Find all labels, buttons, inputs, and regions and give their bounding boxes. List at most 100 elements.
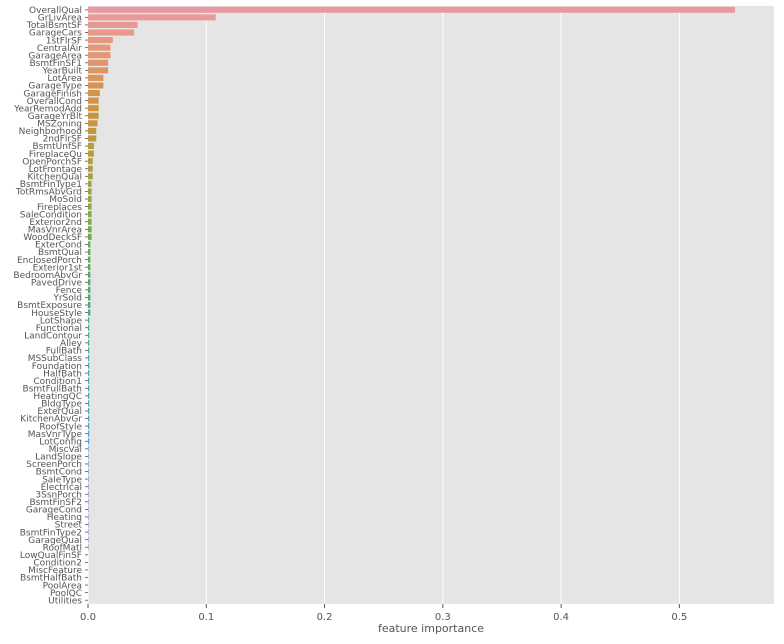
bar: [88, 423, 90, 430]
y-tick-label: Foundation: [32, 362, 82, 372]
bar: [88, 165, 93, 172]
y-tick-label: SaleType: [42, 475, 82, 485]
y-tick-label: MSSubClass: [28, 354, 83, 364]
y-tick-label: LotShape: [40, 316, 83, 326]
bar: [88, 362, 90, 369]
y-tick-label: Street: [55, 521, 83, 531]
y-tick-label: PavedDrive: [31, 278, 83, 288]
y-tick-label: GarageType: [28, 82, 82, 92]
y-tick-label: GarageYrBlt: [28, 112, 83, 122]
y-tick-label: 2ndFlrSF: [43, 135, 82, 145]
y-tick-label: BsmtFinSF2: [29, 498, 82, 508]
y-tick-label: BsmtCond: [36, 468, 82, 478]
y-tick-label: KitchenQual: [27, 173, 82, 183]
y-tick-label: MiscVal: [49, 445, 82, 455]
y-tick-label: BsmtHalfBath: [20, 574, 82, 584]
y-tick-label: MSZoning: [37, 120, 82, 130]
x-tick-label: 0.3: [435, 612, 451, 623]
bar: [88, 491, 89, 498]
y-tick-label: FullBath: [46, 347, 82, 357]
bar: [88, 317, 90, 324]
bar: [88, 188, 92, 195]
bar: [88, 339, 90, 346]
bar: [88, 180, 92, 187]
y-tick-label: RoofStyle: [39, 422, 82, 432]
bar: [88, 498, 89, 505]
bar: [88, 120, 98, 127]
y-tick-label: ExterCond: [35, 241, 82, 251]
y-tick-label: BsmtExposure: [17, 301, 82, 311]
bar: [88, 513, 89, 520]
bar: [88, 354, 90, 362]
y-tick-labels: OverallQualGrLivAreaTotalBsmtSFGarageCar…: [13, 6, 88, 606]
y-tick-label: LowQualFinSF: [20, 551, 82, 561]
bar: [88, 377, 90, 384]
x-tick-label: 0.5: [671, 612, 687, 623]
bar: [88, 279, 91, 286]
bar: [88, 415, 90, 422]
bar: [88, 218, 92, 225]
bar: [88, 407, 90, 415]
y-tick-label: GarageCond: [26, 506, 82, 516]
bar: [88, 392, 90, 399]
bar: [88, 241, 91, 248]
bar: [88, 400, 90, 407]
bar: [88, 143, 94, 150]
y-tick-label: CentralAir: [37, 44, 82, 54]
y-tick-label: TotRmsAbvGrd: [15, 188, 82, 198]
y-tick-label: GrLivArea: [38, 14, 82, 24]
y-tick-label: 3SsnPorch: [35, 490, 82, 500]
bar: [88, 536, 89, 543]
y-tick-label: ScreenPorch: [26, 460, 82, 470]
y-tick-label: LotConfig: [39, 437, 82, 447]
y-tick-label: MasVnrArea: [28, 226, 82, 236]
bar: [88, 286, 91, 293]
y-tick-label: TotalBsmtSF: [26, 21, 82, 31]
bar: [88, 430, 90, 437]
bar: [88, 453, 89, 460]
bar: [88, 127, 97, 134]
y-tick-label: Condition1: [33, 377, 82, 387]
y-tick-label: BsmtQual: [38, 248, 82, 258]
y-tick-label: MiscFeature: [28, 566, 82, 576]
bar: [88, 264, 91, 271]
y-tick-label: OverallQual: [29, 6, 82, 16]
y-tick-label: BldgType: [41, 400, 82, 410]
y-tick-label: BedroomAbvGr: [13, 271, 82, 281]
bar: [88, 438, 90, 445]
bar: [88, 21, 138, 28]
y-tick-label: Alley: [60, 339, 83, 349]
bar: [88, 445, 89, 452]
y-tick-label: LotArea: [47, 74, 82, 84]
y-tick-label: YearRemodAdd: [13, 104, 82, 114]
y-tick-label: BsmtFullBath: [23, 384, 82, 394]
y-tick-label: Fence: [56, 286, 83, 296]
bar: [88, 370, 90, 377]
x-tick-label: 0.4: [553, 612, 569, 623]
bar: [88, 195, 92, 203]
bar: [88, 82, 104, 89]
bar: [88, 483, 89, 490]
y-tick-label: LandSlope: [35, 453, 82, 463]
y-tick-label: MasVnrType: [28, 430, 83, 440]
y-tick-label: GarageCars: [29, 29, 82, 39]
x-axis-label: feature importance: [378, 622, 484, 635]
bar: [88, 14, 216, 21]
y-tick-label: SaleCondition: [20, 210, 82, 220]
y-tick-label: PoolArea: [43, 581, 82, 591]
bar: [88, 97, 99, 104]
y-tick-label: Electrical: [41, 483, 82, 493]
x-tick-label: 0.0: [80, 612, 96, 623]
bar: [88, 271, 91, 278]
bar: [88, 6, 735, 13]
y-tick-label: Neighborhood: [19, 127, 82, 137]
bar: [88, 544, 89, 551]
bar: [88, 529, 89, 536]
bar: [88, 294, 91, 301]
bar: [88, 74, 104, 81]
bar: [88, 135, 97, 142]
bars-group: [88, 6, 735, 551]
bar: [88, 37, 113, 44]
